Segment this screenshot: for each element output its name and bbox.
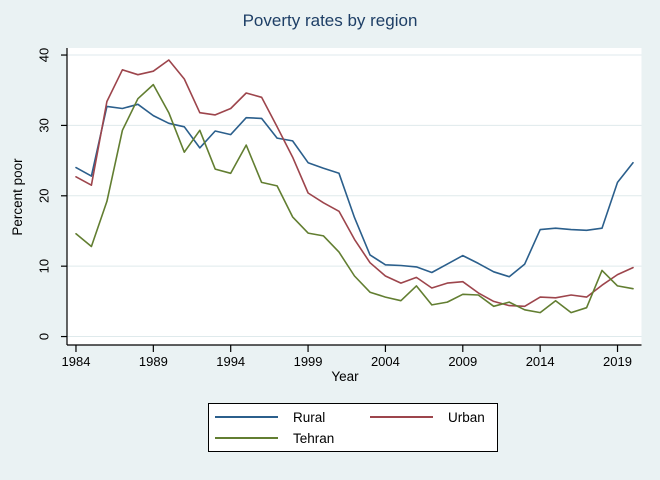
x-tick-label: 1984	[62, 354, 91, 369]
series-line-tehran	[75, 83, 634, 314]
rural-line-swatch	[215, 416, 278, 418]
x-tick-label: 2019	[603, 354, 632, 369]
legend-label-rural: Rural	[293, 409, 326, 425]
y-tick-label: 20	[37, 189, 52, 203]
legend-label-urban: Urban	[448, 409, 485, 425]
urban-line-swatch	[370, 416, 433, 418]
legend-label-tehran: Tehran	[293, 430, 335, 446]
x-tick-label: 2004	[371, 354, 400, 369]
x-tick-label: 2014	[526, 354, 555, 369]
chart-title: Poverty rates by region	[242, 11, 418, 30]
legend-entry-tehran: Tehran	[215, 431, 370, 446]
legend: Rural Urban Tehran	[208, 403, 498, 452]
plot-background	[67, 48, 642, 345]
x-tick-label: 1989	[139, 354, 168, 369]
y-tick-label: 30	[37, 118, 52, 132]
tehran-line-swatch	[215, 437, 278, 439]
legend-entry-rural: Rural	[215, 410, 370, 425]
series-line-rural	[75, 103, 634, 278]
x-tick-label: 1999	[294, 354, 323, 369]
y-tick-label: 40	[37, 48, 52, 62]
y-tick-label: 0	[37, 333, 52, 340]
x-axis-title: Year	[331, 369, 359, 384]
y-tick-label: 10	[37, 259, 52, 273]
x-tick-label: 1994	[216, 354, 245, 369]
legend-entry-urban: Urban	[370, 410, 497, 425]
series-line-urban	[75, 59, 634, 308]
x-tick-label: 2009	[448, 354, 477, 369]
